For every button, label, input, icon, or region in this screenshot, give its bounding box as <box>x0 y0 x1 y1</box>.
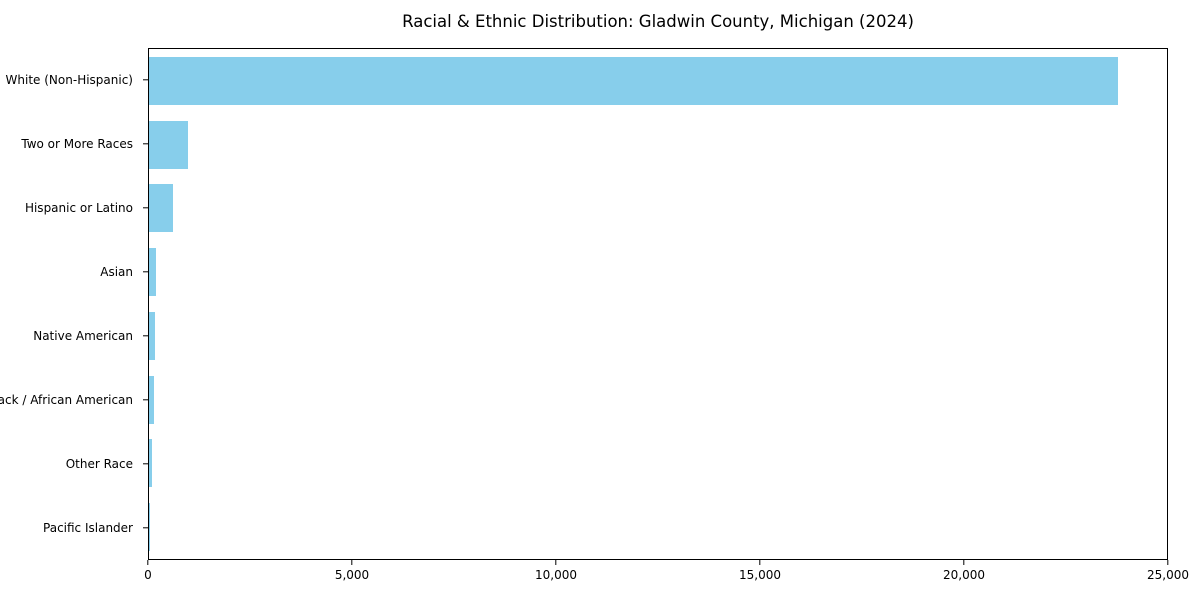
bar-row <box>149 495 1167 559</box>
bar-row <box>149 432 1167 496</box>
bar <box>149 375 154 424</box>
x-axis: 0 5,000 10,000 15,000 20,000 25,000 <box>144 560 1189 600</box>
y-tick-mark <box>143 335 148 337</box>
x-tick-label: 5,000 <box>334 568 370 582</box>
category-label: Two or More Races <box>21 137 133 151</box>
x-tick-mark <box>963 560 965 565</box>
x-tick-mark <box>147 560 149 565</box>
bars-container <box>149 49 1167 559</box>
y-axis-ticks <box>143 48 148 560</box>
plot-area <box>148 48 1168 560</box>
y-tick-mark <box>143 79 148 81</box>
x-tick-label: 20,000 <box>943 568 985 582</box>
bar <box>149 184 174 233</box>
bar <box>149 56 1119 105</box>
bar-row <box>149 113 1167 177</box>
category-label: Asian <box>100 265 133 279</box>
category-label: Pacific Islander <box>43 521 133 535</box>
bar-row <box>149 49 1167 113</box>
x-tick-mark <box>1167 560 1169 565</box>
category-label: Hispanic or Latino <box>24 201 133 215</box>
category-label: Other Race <box>65 457 133 471</box>
category-label: Black / African American <box>0 393 133 407</box>
y-tick-mark <box>143 527 148 529</box>
x-tick-mark <box>759 560 761 565</box>
bar-row <box>149 177 1167 241</box>
x-tick-mark <box>351 560 353 565</box>
bar <box>149 120 188 169</box>
bar-row <box>149 368 1167 432</box>
y-tick-mark <box>143 143 148 145</box>
category-label: Native American <box>33 329 133 343</box>
bar <box>149 248 156 297</box>
x-tick-label: 0 <box>144 568 152 582</box>
y-tick-mark <box>143 271 148 273</box>
y-axis-labels: White (Non-Hispanic) Two or More Races His… <box>0 48 141 560</box>
bar <box>149 311 155 360</box>
y-tick-mark <box>143 399 148 401</box>
chart-title: Racial & Ethnic Distribution: Gladwin Co… <box>402 12 914 31</box>
x-tick-mark <box>555 560 557 565</box>
y-tick-mark <box>143 207 148 209</box>
x-tick-label: 10,000 <box>535 568 577 582</box>
bar <box>149 439 153 488</box>
x-tick-label: 15,000 <box>739 568 781 582</box>
y-tick-mark <box>143 463 148 465</box>
bar-row <box>149 304 1167 368</box>
category-label: White (Non-Hispanic) <box>5 73 133 87</box>
x-tick-label: 25,000 <box>1147 568 1189 582</box>
bar-row <box>149 240 1167 304</box>
